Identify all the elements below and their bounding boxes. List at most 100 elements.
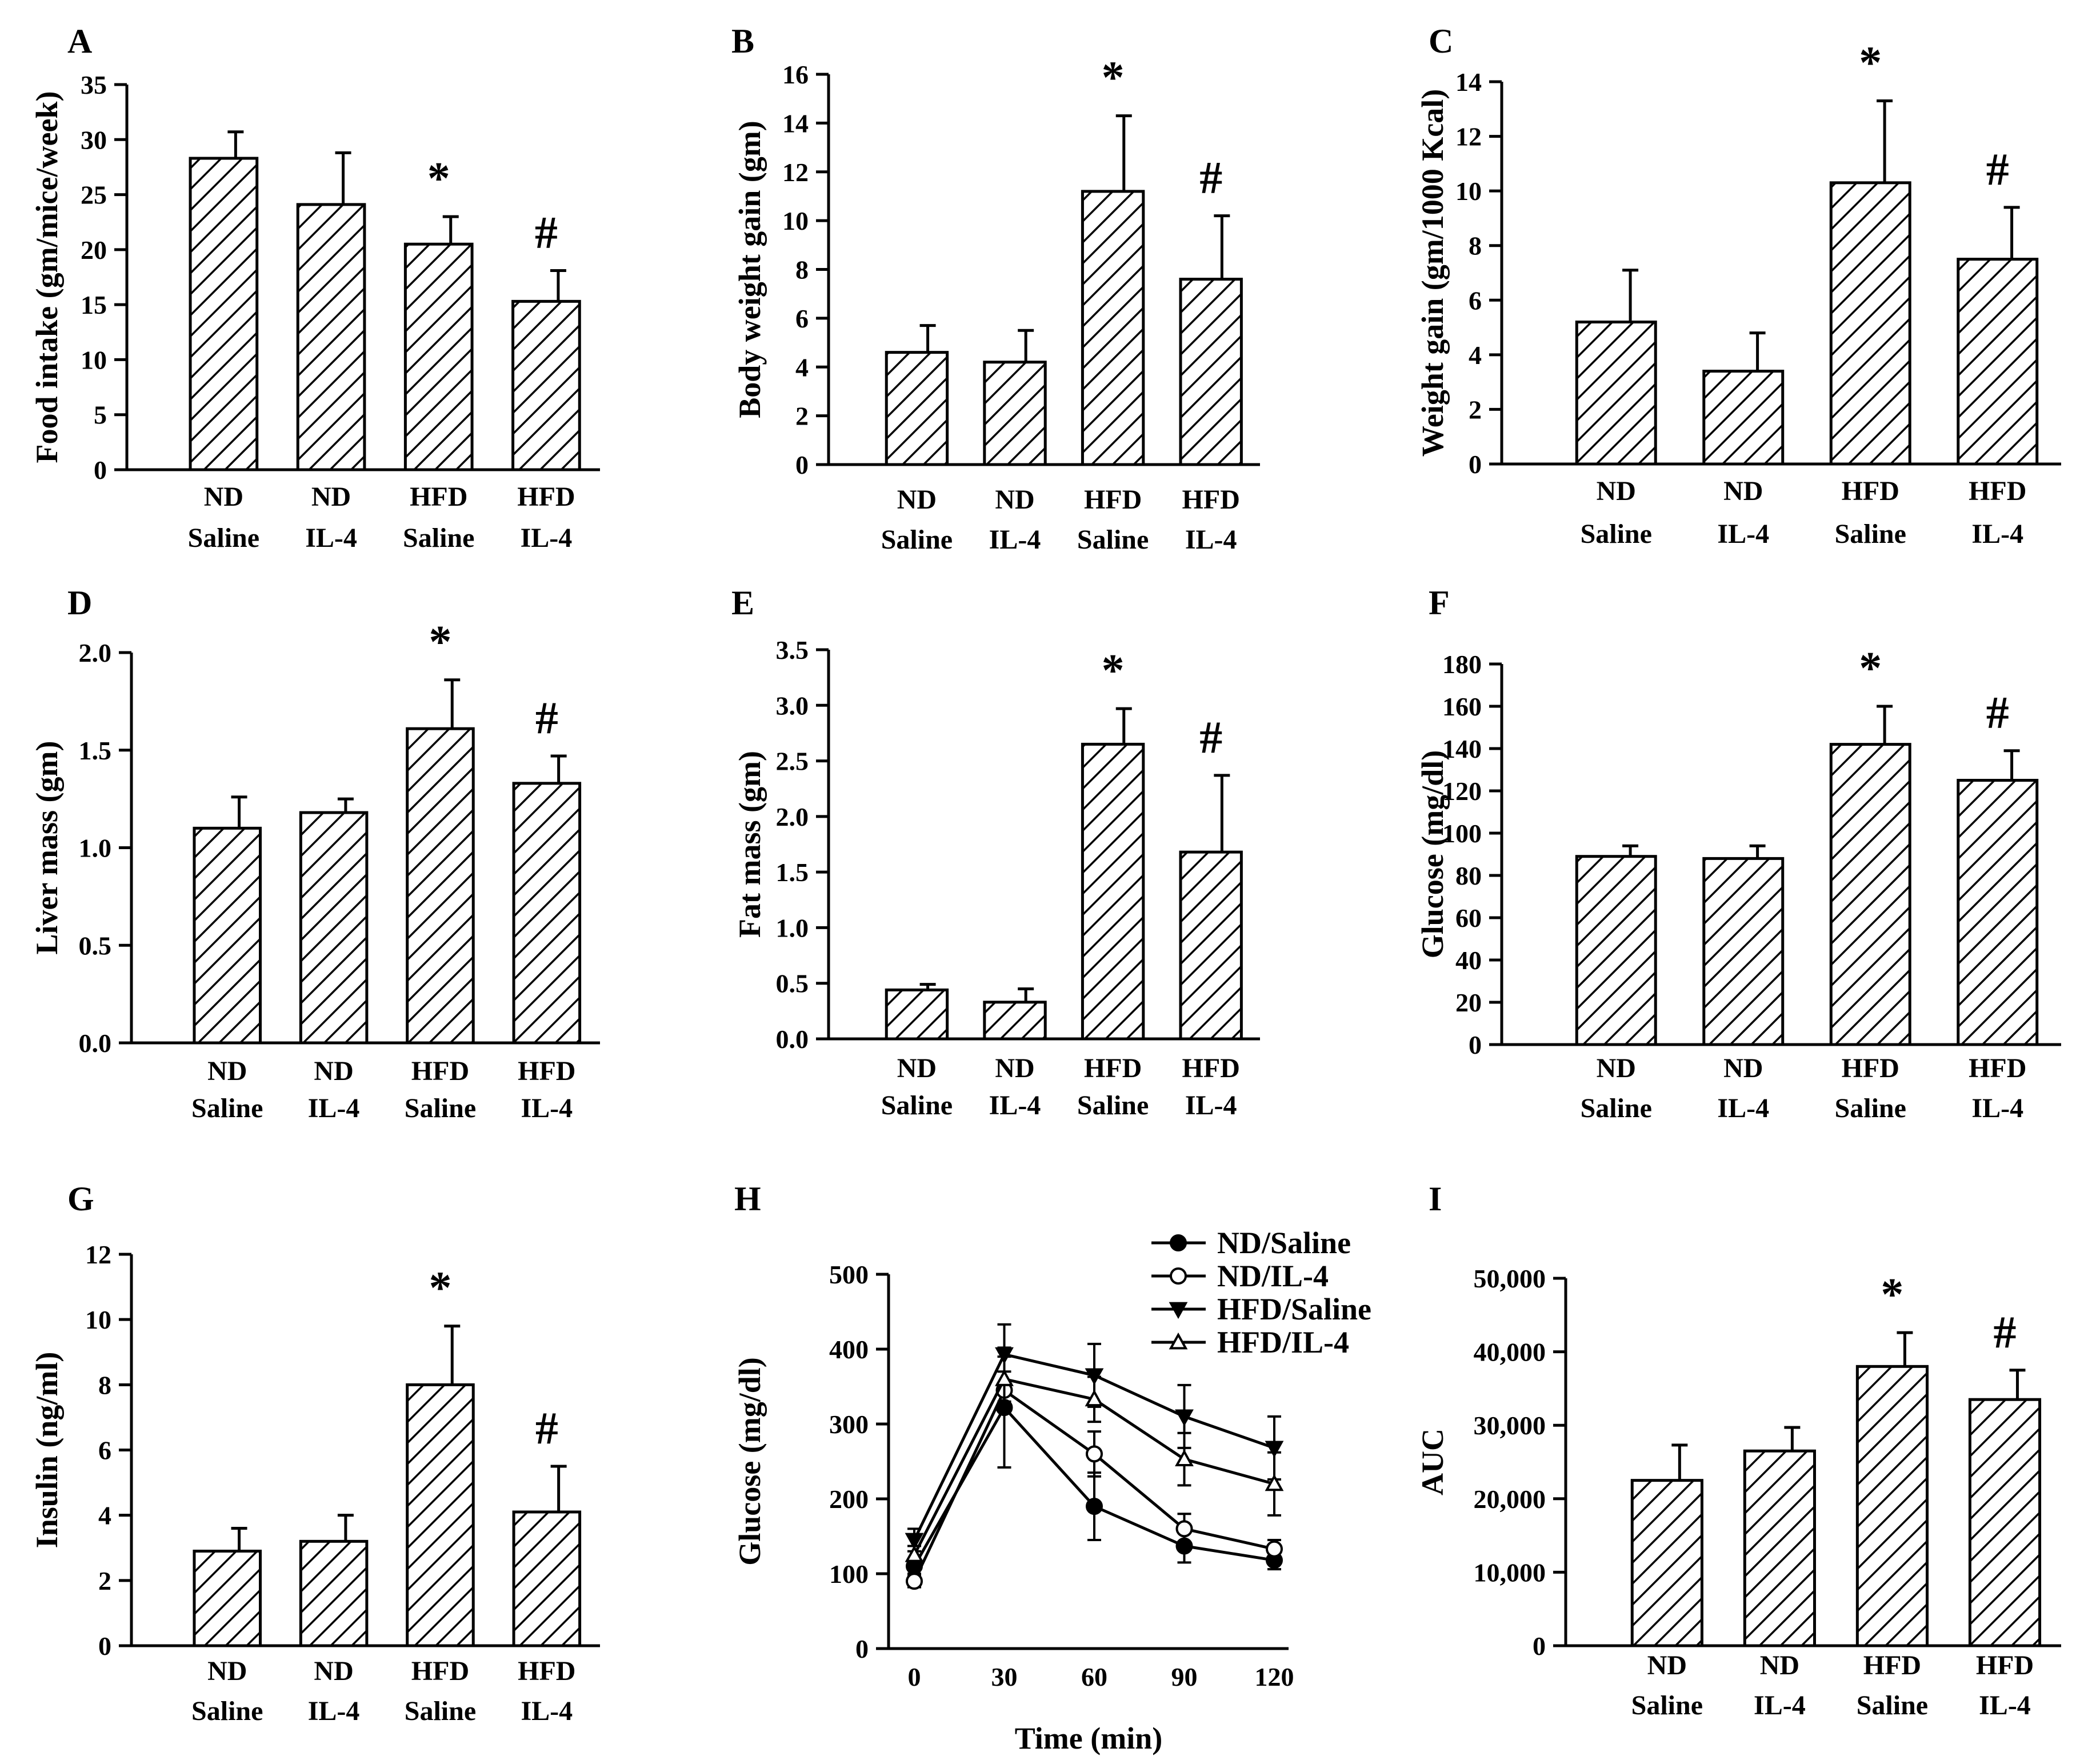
category-label: IL-4 [521, 1696, 573, 1726]
y-axis-label: Weight gain (gm/1000 Kcal) [1415, 89, 1450, 457]
significance-mark: * [1881, 1270, 1903, 1320]
bar [1081, 190, 1145, 466]
y-tick-label: 0 [855, 1634, 869, 1663]
legend-label: HFD/Saline [1217, 1292, 1371, 1326]
category-label: HFD [1182, 485, 1240, 515]
category-label: ND [995, 1053, 1034, 1083]
category-label: HFD [1842, 1053, 1899, 1083]
bar [1179, 850, 1243, 1041]
y-tick-label: 500 [829, 1260, 869, 1289]
legend-marker [1170, 1234, 1187, 1251]
data-point [1175, 1409, 1194, 1427]
bar [299, 811, 369, 1045]
category-label: ND [311, 482, 351, 512]
significance-mark: * [429, 1263, 451, 1314]
y-tick-label: 0.0 [776, 1025, 809, 1054]
category-label: Saline [191, 1696, 263, 1726]
category-label: HFD [1084, 1053, 1142, 1083]
y-tick-label: 35 [81, 70, 107, 99]
category-label: ND [1597, 1053, 1636, 1083]
x-axis-label: Time (min) [1015, 1721, 1162, 1755]
y-tick-label: 12 [782, 158, 809, 187]
category-label: HFD [1976, 1650, 2034, 1681]
data-point [995, 1347, 1014, 1365]
category-label: ND [314, 1056, 353, 1086]
y-tick-label: 50,000 [1474, 1264, 1546, 1293]
y-axis-label: Fat mass (gm) [733, 751, 767, 938]
data-point [1266, 1540, 1283, 1558]
y-tick-label: 2.5 [776, 747, 809, 776]
bar [193, 826, 262, 1045]
category-label: HFD [1969, 1053, 2026, 1083]
category-label: HFD [1182, 1053, 1240, 1083]
y-tick-label: 12 [1455, 122, 1482, 151]
data-point [905, 1545, 924, 1562]
bar [1957, 779, 2039, 1046]
category-label: ND [995, 485, 1034, 515]
data-point [1265, 1474, 1284, 1491]
category-label: HFD [1842, 476, 1899, 506]
panel-i: I 0 10,000 20,000 30,000 40,000 50,000 AUC ND Sal… [1415, 1180, 2061, 1721]
x-tick-label: 90 [1171, 1662, 1198, 1691]
bar [1743, 1449, 1816, 1647]
y-tick-label: 1.0 [776, 913, 809, 942]
category-label: IL-4 [1185, 1090, 1237, 1121]
data-point [1086, 1445, 1103, 1463]
category-label: IL-4 [989, 525, 1041, 555]
category-label: IL-4 [1979, 1690, 2031, 1721]
y-tick-label: 2 [795, 402, 809, 431]
y-tick-label: 10 [85, 1305, 111, 1334]
bar [1702, 370, 1785, 466]
category-label: IL-4 [1185, 525, 1237, 555]
panel-letter: B [731, 22, 754, 60]
panel-f: F 0 20 40 60 80 100 120 140 160 180 Glucose (mg/dl)… [1415, 584, 2061, 1123]
y-tick-label: 3.0 [776, 691, 809, 720]
category-label: IL-4 [1717, 1093, 1769, 1123]
y-tick-label: 40 [1455, 946, 1482, 975]
y-tick-label: 60 [1455, 903, 1482, 933]
bar [189, 157, 259, 471]
y-tick-label: 0 [94, 455, 107, 485]
y-tick-label: 0 [1469, 1030, 1482, 1059]
y-tick-label: 0 [98, 1631, 111, 1661]
x-tick-label: 60 [1081, 1662, 1107, 1691]
category-label: IL-4 [308, 1696, 360, 1726]
y-tick-label: 2 [1469, 395, 1482, 424]
significance-mark: # [535, 1403, 558, 1454]
category-label: HFD [518, 1656, 575, 1686]
y-tick-label: 120 [1442, 777, 1482, 806]
data-point [1085, 1389, 1104, 1407]
panel-letter: I [1429, 1180, 1442, 1218]
y-tick-label: 0 [1469, 450, 1482, 479]
category-label: Saline [403, 523, 474, 553]
panel-letter: D [67, 584, 92, 622]
panel-letter: A [67, 22, 92, 60]
category-label: IL-4 [521, 523, 573, 553]
y-tick-label: 6 [1469, 286, 1482, 315]
category-label: ND [1647, 1650, 1687, 1681]
data-point [1086, 1498, 1103, 1515]
category-label: HFD [1084, 485, 1142, 515]
y-axis-label: Glucose (mg/dl) [1415, 750, 1450, 958]
series-3 [905, 1355, 1284, 1565]
bar [193, 1549, 262, 1647]
y-tick-label: 200 [829, 1485, 869, 1514]
bar [512, 782, 582, 1045]
x-tick-label: 0 [908, 1662, 921, 1691]
y-tick-label: 20 [81, 235, 107, 265]
y-tick-label: 25 [81, 181, 107, 210]
legend-marker [1169, 1302, 1188, 1319]
category-label: Saline [1077, 525, 1149, 555]
category-label: HFD [411, 1056, 469, 1086]
y-tick-label: 6 [795, 304, 809, 333]
y-axis-label: Glucose (mg/dl) [733, 1357, 767, 1565]
category-label: Saline [188, 523, 259, 553]
bar [1630, 1479, 1703, 1647]
significance-mark: * [1859, 38, 1882, 88]
y-tick-label: 20 [1455, 988, 1482, 1017]
y-tick-label: 0 [1533, 1631, 1546, 1661]
category-label: ND [207, 1656, 247, 1686]
panel-g: G 0 2 4 6 8 10 12 Insulin (ng/ml) ND Saline ND IL-4 *… [30, 1180, 600, 1726]
category-label: HFD [517, 482, 575, 512]
